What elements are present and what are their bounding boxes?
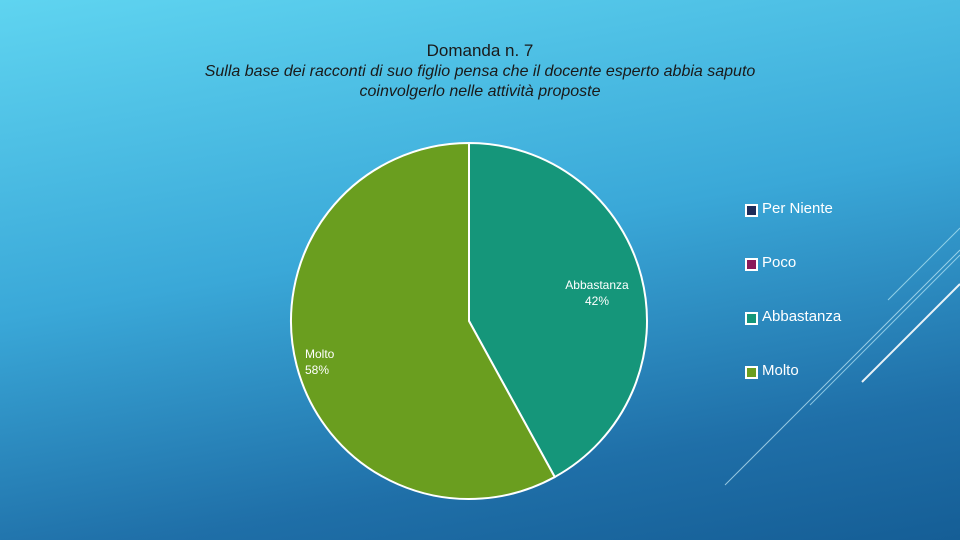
data-label-abbastanza: Abbastanza 42% xyxy=(565,278,629,308)
legend-label-abbastanza: Abbastanza xyxy=(762,308,842,325)
pie-slice-molto xyxy=(290,141,557,500)
title-question-text-line1: Sulla base dei racconti di suo figlio pe… xyxy=(204,63,756,80)
legend-label-poco: Poco xyxy=(762,254,797,271)
legend-item-poco: Poco xyxy=(745,254,841,308)
data-label-molto: Molto 58% xyxy=(305,347,335,377)
legend-swatch-poco xyxy=(745,258,758,271)
data-label-category-molto: Molto xyxy=(305,347,335,361)
legend-swatch-per-niente xyxy=(745,204,758,217)
legend-swatch-abbastanza xyxy=(745,312,758,325)
legend-swatch-molto xyxy=(745,366,758,379)
data-label-value-abbastanza: 42% xyxy=(585,294,609,308)
chart-title: Domanda n. 7 Sulla base dei racconti di … xyxy=(140,40,820,102)
legend-item-molto: Molto xyxy=(745,362,841,416)
pie-slice-abbastanza xyxy=(468,141,648,479)
data-label-value-molto: 58% xyxy=(305,363,329,377)
legend: Per Niente Poco Abbastanza Molto xyxy=(745,200,841,416)
data-label-category-abbastanza: Abbastanza xyxy=(565,278,629,292)
legend-item-abbastanza: Abbastanza xyxy=(745,308,841,362)
legend-label-per-niente: Per Niente xyxy=(762,200,833,217)
title-question-text-line2: coinvolgerlo nelle attività proposte xyxy=(359,83,601,100)
title-question-number: Domanda n. 7 xyxy=(426,41,534,60)
legend-item-per-niente: Per Niente xyxy=(745,200,841,254)
legend-label-molto: Molto xyxy=(762,362,799,379)
